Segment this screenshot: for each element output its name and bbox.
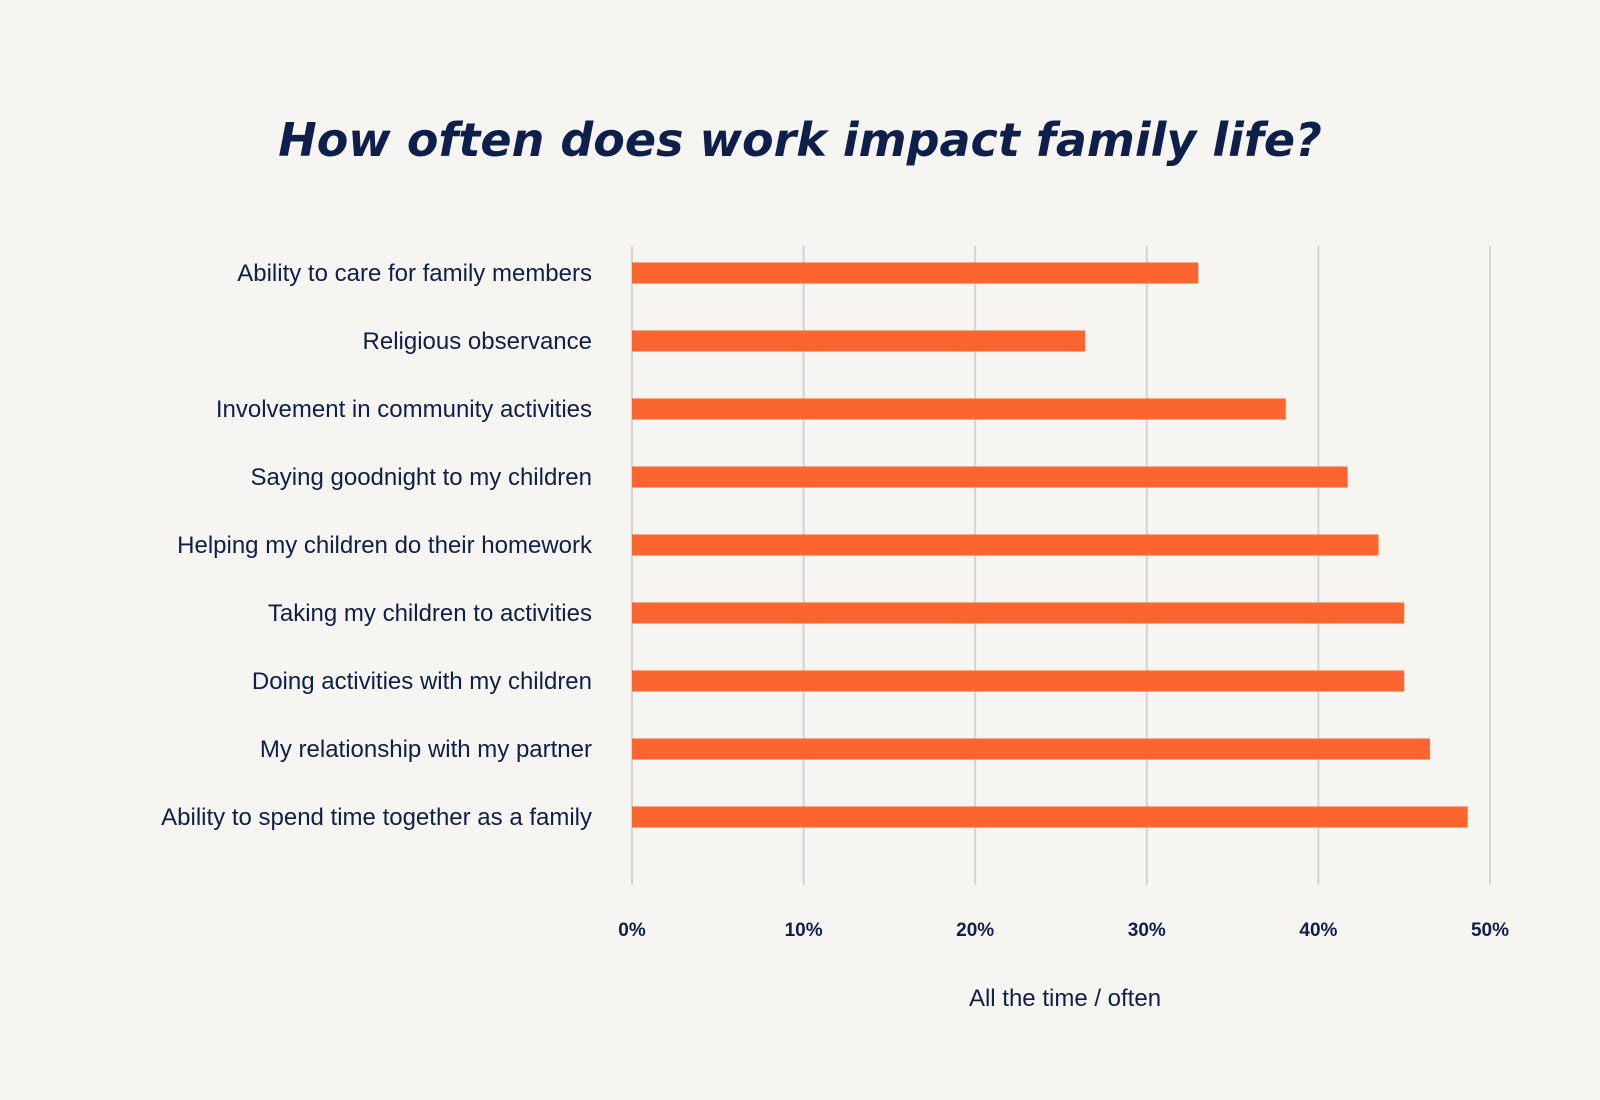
- x-tick-label: 30%: [1128, 920, 1166, 941]
- bar: [632, 466, 1348, 488]
- x-tick-label: 40%: [1299, 920, 1337, 941]
- x-axis-ticks: 0% 10% 20% 30% 40% 50%: [618, 920, 1509, 941]
- category-label: Taking my children to activities: [268, 600, 592, 627]
- category-label: Religious observance: [363, 328, 592, 355]
- category-label: My relationship with my partner: [260, 736, 592, 763]
- category-label: Involvement in community activities: [216, 396, 592, 423]
- category-label: Ability to spend time together as a fami…: [161, 804, 592, 831]
- category-labels: Ability to care for family members Religi…: [161, 260, 593, 831]
- bar: [632, 262, 1199, 284]
- bar: [632, 738, 1430, 760]
- bar: [632, 806, 1468, 828]
- bar: [632, 534, 1379, 556]
- category-label: Saying goodnight to my children: [250, 464, 592, 491]
- category-label: Ability to care for family members: [237, 260, 592, 287]
- category-label: Doing activities with my children: [252, 668, 592, 695]
- x-tick-label: 50%: [1471, 920, 1509, 941]
- bars: [632, 262, 1468, 828]
- bar: [632, 330, 1086, 352]
- bar: [632, 398, 1286, 420]
- x-tick-label: 0%: [618, 920, 646, 941]
- chart-title: How often does work impact family life?: [278, 113, 1322, 167]
- bar: [632, 602, 1405, 624]
- gridlines: [631, 246, 1491, 885]
- x-axis-title: All the time / often: [969, 985, 1161, 1012]
- x-tick-label: 10%: [785, 920, 823, 941]
- category-label: Helping my children do their homework: [177, 532, 593, 559]
- x-tick-label: 20%: [956, 920, 994, 941]
- bar: [632, 670, 1405, 692]
